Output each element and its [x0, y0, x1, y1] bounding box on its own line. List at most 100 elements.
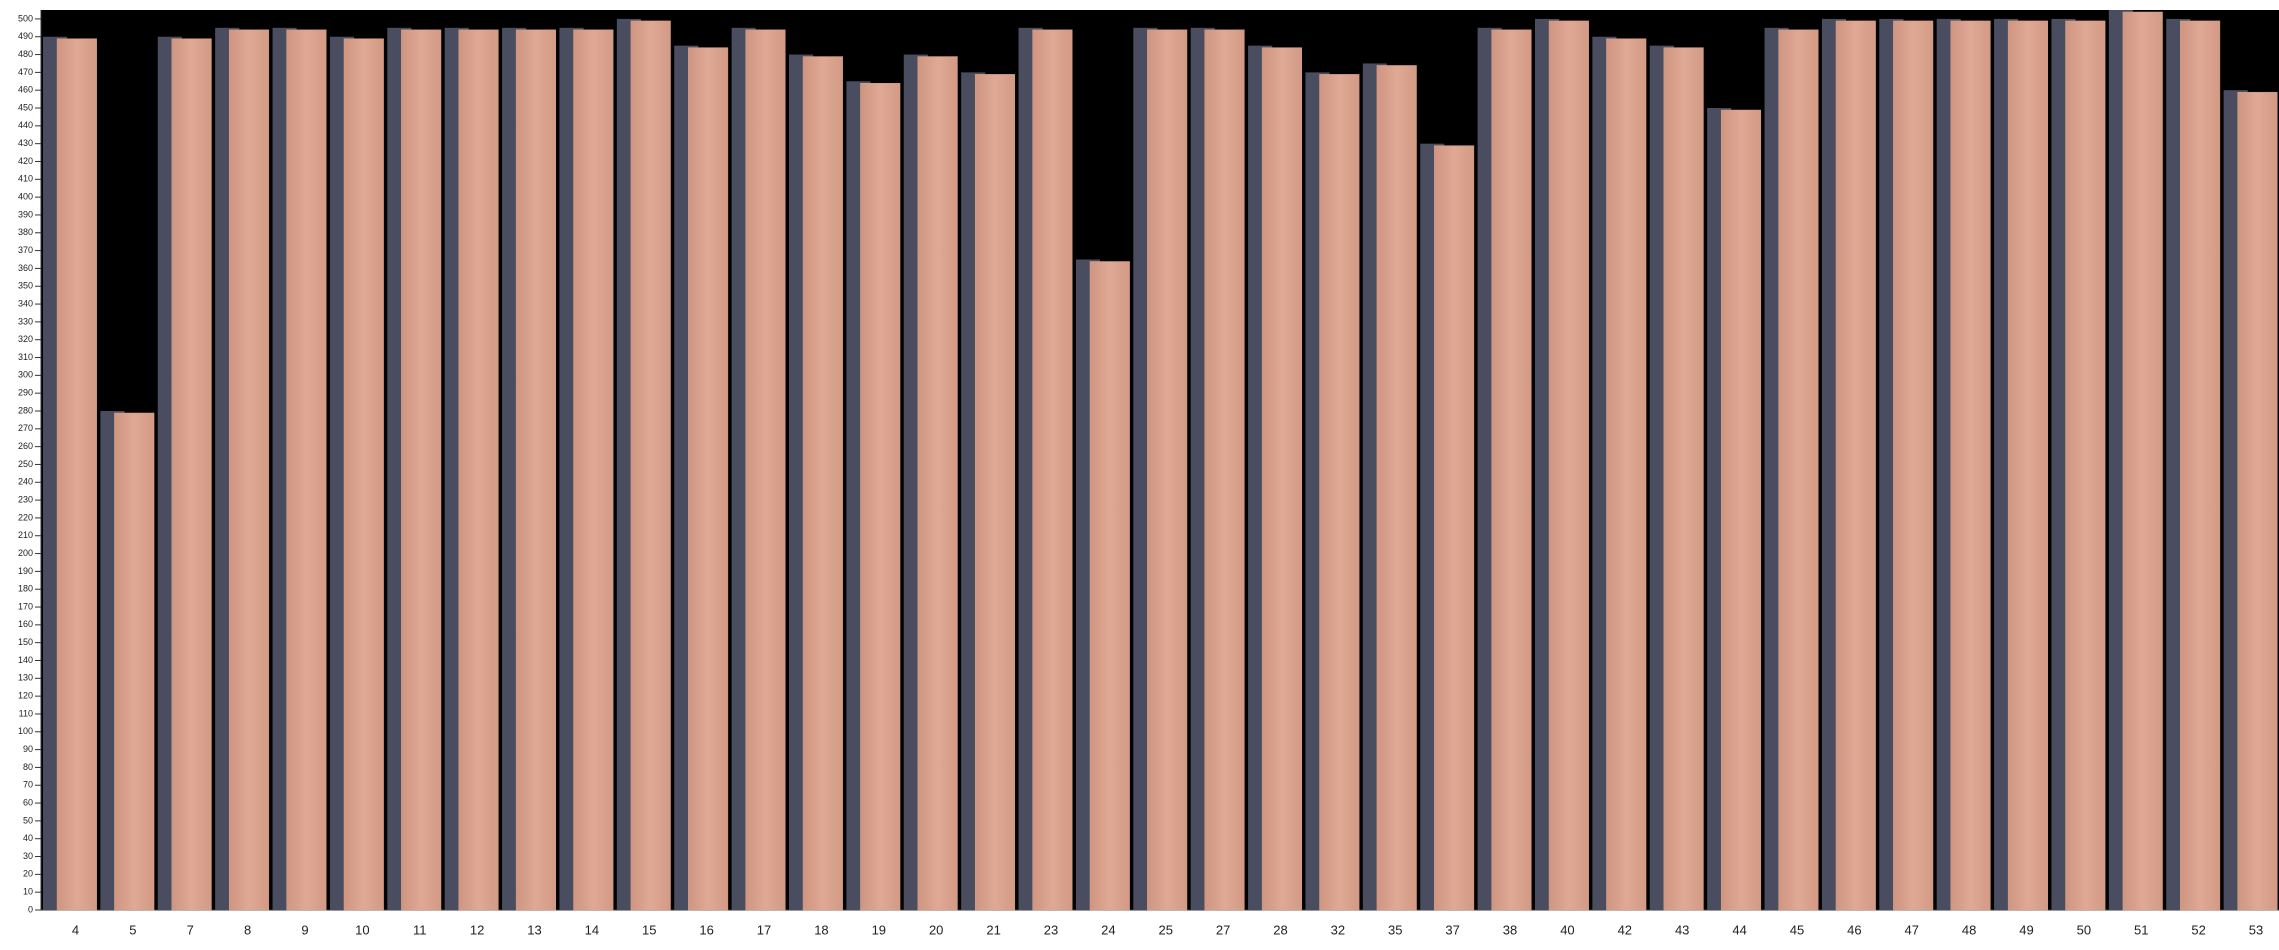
y-tick-label: 20	[23, 869, 33, 879]
bar	[515, 29, 556, 911]
bar	[630, 20, 671, 911]
y-tick-label: 310	[18, 352, 33, 362]
x-tick-label: 9	[301, 922, 308, 937]
y-tick-label: 170	[18, 601, 33, 611]
x-tick-label: 52	[2191, 922, 2205, 937]
x-tick-label: 27	[1216, 922, 1230, 937]
y-tick-label: 450	[18, 102, 33, 112]
y-tick-label: 260	[18, 441, 33, 451]
y-tick-label: 220	[18, 512, 33, 522]
bar	[1491, 29, 1532, 911]
y-tick-label: 120	[18, 691, 33, 701]
x-tick-label: 17	[757, 922, 771, 937]
x-tick-label: 25	[1159, 922, 1173, 937]
bar	[1835, 20, 1876, 911]
y-tick-label: 160	[18, 619, 33, 629]
bar	[1204, 29, 1245, 911]
x-tick-label: 14	[585, 922, 599, 937]
y-tick-label: 320	[18, 334, 33, 344]
x-tick-label: 38	[1503, 922, 1517, 937]
bar	[1548, 20, 1589, 911]
y-tick-label: 480	[18, 49, 33, 59]
x-tick-label: 53	[2249, 922, 2263, 937]
y-tick-label: 420	[18, 156, 33, 166]
x-tick-label: 8	[244, 922, 251, 937]
bar	[2065, 20, 2106, 911]
x-tick-label: 49	[2019, 922, 2033, 937]
bar	[114, 412, 155, 911]
y-tick-label: 300	[18, 370, 33, 380]
bar	[802, 56, 843, 911]
x-tick-label: 35	[1388, 922, 1402, 937]
bar	[343, 38, 384, 911]
x-tick-label: 45	[1790, 922, 1804, 937]
y-tick-label: 250	[18, 459, 33, 469]
bar	[1893, 20, 1934, 911]
x-tick-label: 44	[1732, 922, 1746, 937]
x-tick-label: 7	[187, 922, 194, 937]
y-tick-label: 240	[18, 477, 33, 487]
x-tick-label: 32	[1331, 922, 1345, 937]
x-tick-label: 23	[1044, 922, 1058, 937]
y-tick-label: 230	[18, 494, 33, 504]
y-tick-label: 210	[18, 530, 33, 540]
y-tick-label: 430	[18, 138, 33, 148]
bar	[1950, 20, 1991, 911]
bar	[2180, 20, 2221, 911]
x-tick-label: 10	[355, 922, 369, 937]
x-tick-label: 40	[1560, 922, 1574, 937]
x-tick-label: 12	[470, 922, 484, 937]
bar	[1147, 29, 1188, 911]
x-tick-label: 5	[129, 922, 136, 937]
x-tick-label: 47	[1905, 922, 1919, 937]
bar	[1376, 65, 1417, 911]
y-tick-label: 360	[18, 263, 33, 273]
y-tick-label: 130	[18, 673, 33, 683]
y-tick-label: 70	[23, 780, 33, 790]
x-tick-label: 16	[699, 922, 713, 937]
y-tick-label: 280	[18, 405, 33, 415]
bar	[2237, 91, 2278, 911]
bar	[2122, 11, 2163, 911]
bar	[286, 29, 327, 911]
y-tick-label: 470	[18, 67, 33, 77]
bar	[171, 38, 212, 911]
x-tick-label: 19	[872, 922, 886, 937]
x-tick-label: 28	[1273, 922, 1287, 937]
y-tick-label: 500	[18, 13, 33, 23]
y-tick-label: 200	[18, 548, 33, 558]
bar	[458, 29, 499, 911]
y-tick-label: 330	[18, 316, 33, 326]
y-tick-label: 400	[18, 192, 33, 202]
y-tick-label: 180	[18, 584, 33, 594]
y-tick-label: 380	[18, 227, 33, 237]
y-tick-label: 370	[18, 245, 33, 255]
x-tick-label: 11	[413, 922, 427, 937]
bar	[1319, 74, 1360, 911]
bar	[860, 83, 901, 911]
bar	[1032, 29, 1073, 911]
x-tick-label: 24	[1101, 922, 1115, 937]
bar	[1434, 145, 1475, 911]
x-tick-label: 13	[527, 922, 541, 937]
y-tick-label: 410	[18, 174, 33, 184]
bar	[745, 29, 786, 911]
x-tick-label: 48	[1962, 922, 1976, 937]
y-tick-label: 390	[18, 209, 33, 219]
y-tick-label: 490	[18, 31, 33, 41]
bar	[1663, 47, 1704, 911]
x-tick-label: 51	[2134, 922, 2148, 937]
y-tick-label: 10	[23, 887, 33, 897]
bar	[1778, 29, 1819, 911]
x-tick-label: 21	[986, 922, 1000, 937]
y-tick-label: 80	[23, 762, 33, 772]
bar	[2007, 20, 2048, 911]
x-tick-label: 43	[1675, 922, 1689, 937]
y-tick-label: 150	[18, 637, 33, 647]
bar	[401, 29, 442, 911]
y-tick-label: 100	[18, 726, 33, 736]
y-tick-label: 110	[19, 708, 33, 718]
bar	[228, 29, 270, 911]
